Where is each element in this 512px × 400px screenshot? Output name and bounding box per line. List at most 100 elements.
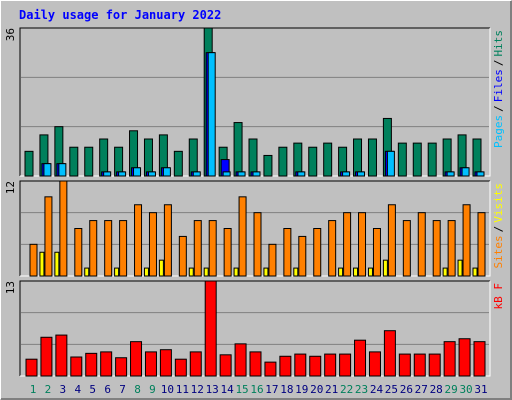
- bar: [298, 235, 307, 277]
- bar: [25, 358, 38, 377]
- bar: [147, 171, 156, 177]
- x-tick-label: 11: [176, 383, 189, 396]
- bar: [294, 353, 307, 377]
- x-tick-label: 13: [206, 383, 219, 396]
- bar: [104, 220, 113, 277]
- bar: [203, 267, 209, 277]
- bar: [293, 267, 299, 277]
- plot-border-light: [20, 181, 491, 277]
- bar: [357, 171, 366, 177]
- bar: [119, 220, 128, 277]
- bar: [472, 267, 478, 277]
- bar: [193, 220, 202, 277]
- bar: [268, 243, 277, 277]
- bar: [462, 204, 471, 277]
- bar: [99, 138, 109, 177]
- bar: [54, 251, 60, 277]
- bar: [143, 267, 149, 277]
- legend-entry: Hits: [492, 30, 505, 57]
- bar: [412, 142, 422, 177]
- bar: [115, 357, 128, 377]
- legend-separator: /: [492, 60, 505, 67]
- bar: [383, 330, 396, 377]
- x-tick-label: 17: [265, 383, 278, 396]
- x-tick-label: 31: [474, 383, 487, 396]
- bar: [130, 341, 143, 377]
- bar: [283, 228, 292, 277]
- bar: [323, 142, 333, 177]
- legend: Sites / Visits: [492, 183, 505, 269]
- bar: [173, 150, 183, 177]
- bar: [263, 154, 273, 177]
- bar: [398, 353, 411, 377]
- legend-entry: Files: [492, 69, 505, 102]
- bar: [159, 349, 172, 377]
- x-tick-label: 10: [161, 383, 174, 396]
- bar: [338, 267, 344, 277]
- x-tick-label: 8: [134, 383, 141, 396]
- bar: [100, 351, 113, 377]
- x-tick-label: 4: [74, 383, 81, 396]
- x-tick-label: 22: [340, 383, 353, 396]
- bar: [204, 280, 217, 377]
- bar: [353, 267, 359, 277]
- y-tick-label: 36: [4, 28, 17, 41]
- x-tick-label: 20: [310, 383, 323, 396]
- bar: [447, 220, 456, 277]
- bar: [43, 163, 52, 177]
- bar: [222, 171, 231, 177]
- x-tick-label: 24: [370, 383, 384, 396]
- x-tick-label: 27: [415, 383, 428, 396]
- legend: kB F: [492, 283, 505, 310]
- x-tick-label: 7: [119, 383, 126, 396]
- bar: [249, 351, 262, 377]
- bar: [162, 167, 171, 177]
- x-tick-label: 15: [235, 383, 248, 396]
- legend-entry: Sites: [492, 235, 505, 268]
- bar: [24, 150, 34, 177]
- bar: [144, 351, 157, 377]
- bar: [158, 259, 164, 277]
- bar: [473, 341, 486, 377]
- bar: [234, 343, 247, 377]
- bar: [353, 138, 363, 177]
- bar: [85, 352, 98, 377]
- bar: [74, 228, 83, 277]
- bar: [70, 356, 83, 377]
- bar: [342, 171, 351, 177]
- x-tick-label: 9: [149, 383, 156, 396]
- bar: [461, 167, 470, 177]
- x-tick-label: 6: [104, 383, 111, 396]
- plot-border-dark: [19, 180, 490, 276]
- bar: [148, 212, 157, 277]
- bar: [339, 353, 352, 377]
- bar: [432, 220, 441, 277]
- bar: [446, 171, 455, 177]
- bar: [387, 204, 396, 277]
- bar: [178, 235, 187, 277]
- bar: [58, 163, 67, 177]
- bar: [427, 142, 437, 177]
- bar: [40, 336, 53, 377]
- legend-entry: Visits: [492, 183, 505, 223]
- x-tick-label: 19: [295, 383, 308, 396]
- bar: [192, 171, 201, 177]
- bar: [44, 196, 53, 277]
- bar: [382, 259, 388, 277]
- bar: [358, 212, 367, 277]
- bar: [278, 146, 288, 177]
- bar: [39, 251, 45, 277]
- bar: [252, 171, 261, 177]
- bar: [114, 267, 120, 277]
- bar: [163, 204, 172, 277]
- bar: [133, 167, 142, 177]
- bar: [188, 138, 198, 177]
- x-tick-label: 29: [445, 383, 458, 396]
- legend-entry: kB F: [492, 283, 505, 310]
- bar: [368, 351, 381, 377]
- x-tick-label: 14: [221, 383, 235, 396]
- bar: [233, 122, 243, 177]
- bar: [354, 339, 367, 377]
- bar: [476, 171, 485, 177]
